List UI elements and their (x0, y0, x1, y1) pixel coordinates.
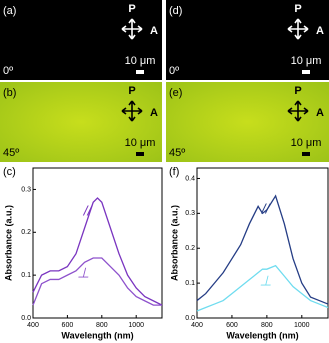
y-tick-label: 0.1 (21, 272, 31, 279)
angle-label: 45º (3, 147, 19, 159)
scale-bar (302, 152, 310, 156)
polarizer-label: P (128, 85, 135, 97)
polarizer-arrows (121, 100, 143, 122)
panel-label: (a) (3, 5, 16, 17)
angle-label: 0º (3, 65, 13, 77)
series-line (32, 197, 163, 306)
micrograph (0, 0, 162, 80)
x-tick-label: 400 (191, 322, 203, 329)
series-label: // (261, 201, 272, 217)
x-tick-label: 400 (27, 322, 39, 329)
y-tick-label: 0.3 (21, 186, 31, 193)
scale-bar (302, 70, 310, 74)
polarizer-label: P (294, 3, 301, 15)
series-line (32, 257, 162, 306)
micrograph (166, 0, 329, 80)
scale-label: 10 μm (291, 55, 322, 67)
y-axis-title: Absorbance (a.u.) (169, 205, 179, 281)
y-tick-label: 0.1 (185, 280, 195, 287)
analyzer-label: A (316, 107, 324, 119)
scale-label: 10 μm (125, 55, 156, 67)
panel-label: (d) (169, 5, 182, 17)
scale-label: 10 μm (125, 137, 156, 149)
y-axis-title: Absorbance (a.u.) (3, 205, 13, 281)
series-line (196, 194, 329, 305)
y-tick-label: 0.3 (185, 210, 195, 217)
plot-frame (32, 167, 163, 319)
y-tick-label: 0.0 (185, 315, 195, 322)
polarizer-label: P (128, 3, 135, 15)
panel-label: (b) (3, 87, 16, 99)
x-tick-label: 800 (96, 322, 108, 329)
panel-label: (f) (169, 166, 179, 178)
micrograph (166, 82, 329, 162)
analyzer-label: A (150, 25, 158, 37)
y-tick-label: 0.0 (21, 315, 31, 322)
x-tick-label: 1000 (128, 322, 144, 329)
series-label: ⊥ (77, 265, 89, 281)
y-tick-label: 0.4 (185, 175, 195, 182)
scale-bar (136, 152, 144, 156)
polarizer-arrows (287, 100, 309, 122)
series-label: // (83, 203, 94, 219)
x-axis-title: Wavelength (nm) (226, 330, 298, 340)
scale-label: 10 μm (291, 137, 322, 149)
plot-frame (196, 167, 329, 319)
x-tick-label: 600 (62, 322, 74, 329)
series-label: ⊥ (259, 272, 271, 288)
y-tick-label: 0.2 (185, 245, 195, 252)
x-axis-title: Wavelength (nm) (61, 330, 133, 340)
angle-label: 45º (169, 147, 185, 159)
series-line (196, 264, 329, 312)
polarizer-arrows (287, 18, 309, 40)
x-tick-label: 600 (226, 322, 238, 329)
panel-label: (e) (169, 87, 182, 99)
micrograph (0, 82, 162, 162)
scale-bar (136, 70, 144, 74)
polarizer-label: P (294, 85, 301, 97)
x-tick-label: 800 (261, 322, 273, 329)
panel-label: (c) (3, 166, 16, 178)
polarizer-arrows (121, 18, 143, 40)
analyzer-label: A (316, 25, 324, 37)
x-tick-label: 1000 (294, 322, 310, 329)
analyzer-label: A (150, 107, 158, 119)
y-tick-label: 0.2 (21, 229, 31, 236)
angle-label: 0º (169, 65, 179, 77)
